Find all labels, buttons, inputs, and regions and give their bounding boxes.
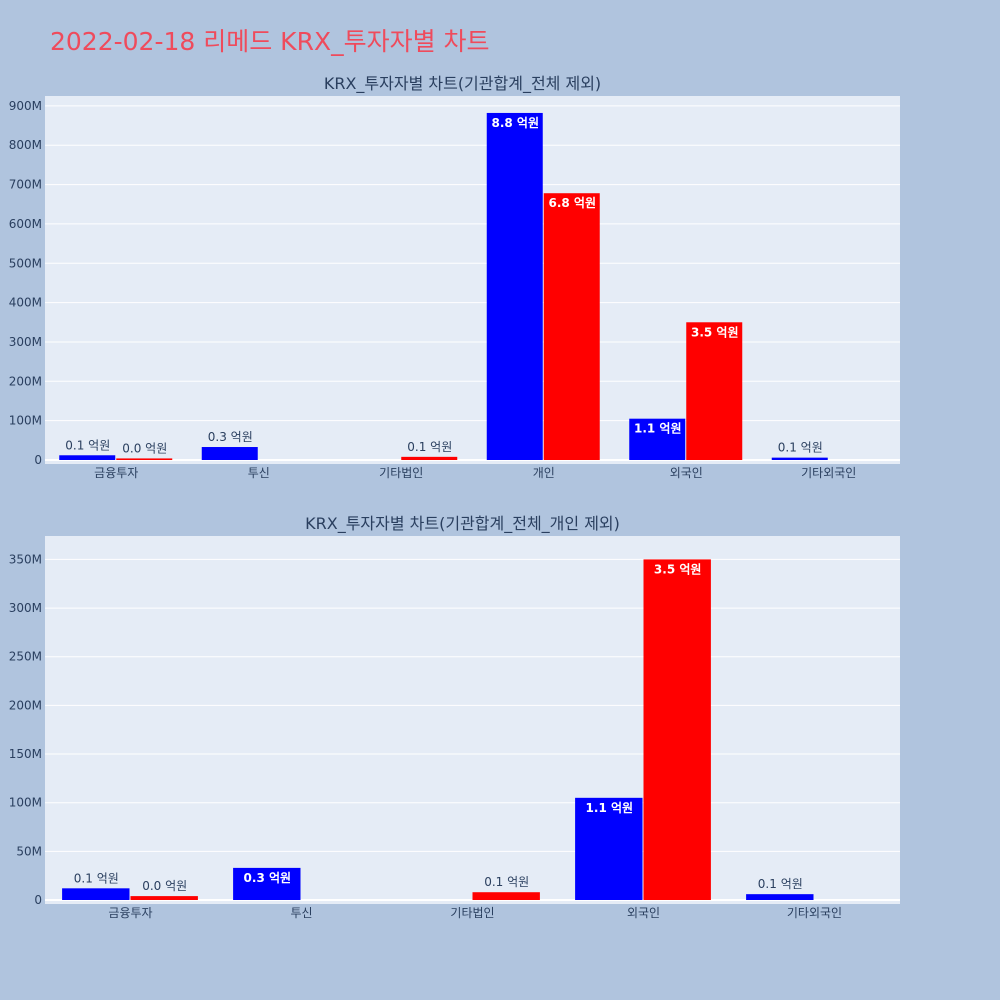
y-tick-label: 100M	[9, 414, 42, 428]
bar-value-label: 1.1 억원	[634, 422, 682, 436]
bar	[59, 455, 116, 460]
bar-value-label: 3.5 억원	[654, 562, 702, 576]
bar-value-label: 0.1 억원	[758, 877, 803, 891]
bar	[643, 559, 711, 900]
x-tick-label: 개인	[533, 466, 555, 480]
y-tick-label: 300M	[9, 601, 42, 615]
y-tick-label: 100M	[9, 796, 42, 810]
x-tick-label: 금융투자	[94, 466, 138, 480]
x-tick-label: 기타외국인	[801, 466, 856, 480]
bar	[401, 456, 458, 460]
bar	[116, 458, 173, 460]
x-tick-label: 기타법인	[379, 466, 423, 480]
y-tick-label: 200M	[9, 698, 42, 712]
y-tick-label: 900M	[9, 99, 42, 113]
y-tick-label: 200M	[9, 374, 42, 388]
investor-chart-2: KRX_투자자별 차트(기관합계_전체_개인 제외) 0 50M 100M 150M 20…	[9, 514, 900, 920]
x-tick-label: 기타법인	[450, 906, 494, 920]
bar	[686, 322, 743, 460]
y-tick-label: 600M	[9, 217, 42, 231]
x-tick-label: 투신	[290, 906, 312, 920]
y-tick-label: 400M	[9, 296, 42, 310]
bar-value-label: 0.0 억원	[122, 441, 167, 455]
bar	[472, 892, 540, 900]
y-tick-label: 300M	[9, 335, 42, 349]
bar	[201, 447, 258, 460]
y-tick-label: 150M	[9, 747, 42, 761]
x-tick-label: 기타외국인	[787, 906, 842, 920]
bar	[771, 457, 828, 460]
bar	[575, 797, 643, 900]
bar	[629, 418, 686, 460]
y-tick-label: 350M	[9, 552, 42, 566]
plot-area	[45, 536, 900, 904]
page-title: 2022-02-18 리메드 KRX_투자자별 차트	[50, 27, 490, 56]
bar	[486, 112, 543, 460]
y-tick-label: 0	[34, 453, 42, 467]
y-tick-label: 50M	[16, 844, 42, 858]
bar-value-label: 6.8 억원	[548, 196, 596, 210]
bar-value-label: 0.1 억원	[65, 438, 110, 452]
investor-chart-1: KRX_투자자별 차트(기관합계_전체 제외) 0 100M 200M 300M 400M…	[9, 74, 900, 480]
chart-title: KRX_투자자별 차트(기관합계_전체 제외)	[324, 74, 601, 94]
chart-title: KRX_투자자별 차트(기관합계_전체_개인 제외)	[305, 514, 620, 534]
bar-value-label: 0.1 억원	[407, 440, 452, 454]
bar	[62, 888, 130, 900]
bar-value-label: 0.1 억원	[484, 875, 529, 889]
plot-area	[45, 96, 900, 464]
x-tick-label: 외국인	[670, 466, 703, 480]
y-tick-label: 500M	[9, 256, 42, 270]
x-tick-label: 금융투자	[108, 906, 152, 920]
bar-value-label: 1.1 억원	[586, 801, 634, 815]
bar-value-label: 0.3 억원	[244, 871, 292, 885]
bar-value-label: 8.8 억원	[491, 116, 539, 130]
bar-value-label: 0.0 억원	[142, 879, 187, 893]
bar-value-label: 0.3 억원	[208, 430, 253, 444]
y-tick-label: 250M	[9, 650, 42, 664]
bar-value-label: 0.1 억원	[74, 871, 119, 885]
bar	[746, 894, 814, 900]
x-tick-label: 외국인	[627, 906, 660, 920]
bar-value-label: 0.1 억원	[778, 441, 823, 455]
bar	[130, 896, 198, 900]
bar-value-label: 3.5 억원	[691, 325, 739, 339]
bar	[543, 193, 600, 460]
y-tick-label: 800M	[9, 138, 42, 152]
x-tick-label: 투신	[248, 466, 270, 480]
bar	[233, 867, 301, 900]
y-tick-label: 0	[34, 893, 42, 907]
y-tick-label: 700M	[9, 178, 42, 192]
